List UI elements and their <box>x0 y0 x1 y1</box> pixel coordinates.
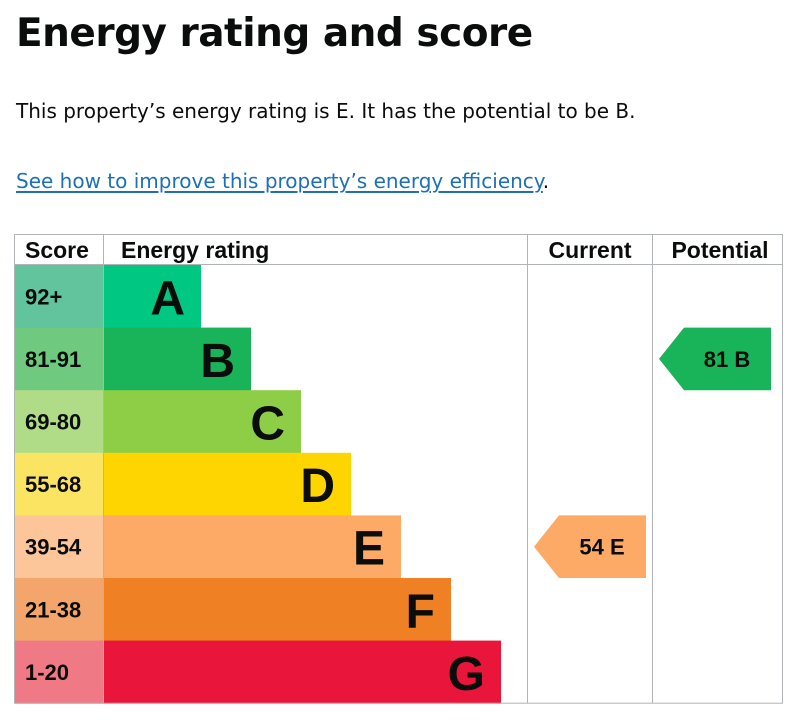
score-cell-f <box>15 578 104 642</box>
score-cell-a <box>15 265 104 329</box>
score-label-a: 92+ <box>25 284 62 309</box>
current-rating-label: 54 E <box>579 535 624 560</box>
rating-letter-b: B <box>200 335 235 388</box>
rating-bands: 92+ A 81-91 B 69-80 C 55-68 D 39-54 E 21-38 F 1-20 G <box>15 265 501 704</box>
score-label-b: 81-91 <box>25 347 81 372</box>
score-cell-g <box>15 640 104 704</box>
rating-bar-a <box>104 265 201 329</box>
rating-bar-f <box>104 578 451 642</box>
rating-summary: This property’s energy rating is E. It h… <box>16 99 636 123</box>
score-cell-c <box>15 390 104 454</box>
improve-link-line: See how to improve this property’s energ… <box>16 166 549 196</box>
header-current: Current <box>548 237 631 263</box>
rating-letter-c: C <box>250 398 285 451</box>
rating-letter-d: D <box>300 460 335 513</box>
page-title: Energy rating and score <box>16 11 533 56</box>
score-label-f: 21-38 <box>25 597 81 622</box>
link-suffix: . <box>542 169 550 193</box>
score-label-g: 1-20 <box>25 660 69 685</box>
rating-bar-d <box>104 452 351 516</box>
rating-bar-b <box>104 327 251 391</box>
score-cell-b <box>15 327 104 391</box>
header-potential: Potential <box>671 237 768 263</box>
header-score: Score <box>25 237 89 263</box>
potential-rating-arrow <box>659 327 771 391</box>
rating-bar-e <box>104 515 401 579</box>
score-label-e: 39-54 <box>25 535 82 560</box>
improve-efficiency-link[interactable]: See how to improve this property’s energ… <box>16 169 543 193</box>
score-cell-e <box>15 515 104 579</box>
potential-rating-label: 81 B <box>704 347 750 372</box>
header-energy-rating: Energy rating <box>121 237 269 263</box>
rating-letter-a: A <box>150 272 185 325</box>
current-rating-arrow <box>534 515 646 578</box>
score-label-d: 55-68 <box>25 472 81 497</box>
energy-rating-chart: 92+ A81-91 B69-80 C55-68 D39-54 E21-38 F1-20 G … <box>14 234 783 704</box>
rating-bar-g <box>104 640 501 704</box>
chart-border <box>14 234 783 704</box>
rating-letter-e: E <box>353 523 385 576</box>
rating-letter-g: G <box>448 648 485 701</box>
rating-arrows: 54 E 81 B <box>534 327 771 578</box>
score-label-c: 69-80 <box>25 410 81 435</box>
rating-bar-c <box>104 390 301 454</box>
chart-grid <box>14 234 783 704</box>
score-cell-d <box>15 452 104 516</box>
rating-letter-f: F <box>406 585 435 638</box>
